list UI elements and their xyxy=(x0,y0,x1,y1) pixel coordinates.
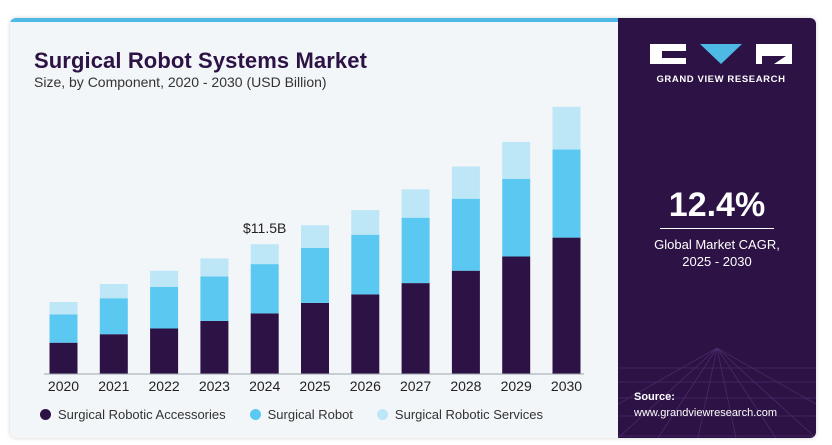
source-label: Source: xyxy=(634,391,675,403)
legend-label-accessories: Surgical Robotic Accessories xyxy=(58,407,226,422)
bar-segment-2030-services xyxy=(552,106,581,150)
x-tick-label-2020: 2020 xyxy=(48,378,79,394)
bar-segment-2025-services xyxy=(301,225,329,248)
bar-segment-2020-robot xyxy=(49,314,78,343)
cagr-label-line2: 2025 - 2030 xyxy=(682,254,752,269)
bar-segment-2028-accessories xyxy=(451,270,480,374)
x-tick-label-2024: 2024 xyxy=(249,378,280,394)
legend-swatch-services xyxy=(376,409,388,420)
legend-label-services: Surgical Robotic Services xyxy=(394,407,544,422)
legend-label-robot: Surgical Robot xyxy=(267,407,353,422)
logo-mark-icon xyxy=(650,44,792,64)
x-tick-label-2023: 2023 xyxy=(199,378,230,394)
chart-subtitle: Size, by Component, 2020 - 2030 (USD Bil… xyxy=(34,74,327,90)
brand-name: GRAND VIEW RESEARCH xyxy=(656,74,786,85)
bar-segment-2024-robot xyxy=(250,264,279,314)
cagr-label: Global Market CAGR, 2025 - 2030 xyxy=(618,236,816,270)
bar-segment-2024-accessories xyxy=(250,313,279,374)
bar-chart: 2020 2021 2022 2023 2024 $11.5B 2025 2026 2027 20… xyxy=(44,106,584,394)
decorative-grid xyxy=(618,348,816,438)
legend-swatch-robot xyxy=(249,409,261,420)
x-tick-label-2022: 2022 xyxy=(149,378,180,394)
bar-segment-2022-services xyxy=(150,270,179,287)
bar-segment-2026-accessories xyxy=(351,294,380,374)
bar-segment-2025-accessories xyxy=(301,302,329,374)
chart-legend: Surgical Robotic Accessories Surgical Ro… xyxy=(40,407,567,422)
bar-segment-2029-robot xyxy=(502,178,531,257)
data-label-2024: $11.5B xyxy=(243,220,286,236)
bar-segment-2025-robot xyxy=(301,248,329,303)
x-tick-label-2021: 2021 xyxy=(98,378,129,394)
bar-segment-2028-robot xyxy=(451,198,480,271)
bar-segment-2021-services xyxy=(99,284,128,299)
bar-segment-2029-accessories xyxy=(502,256,531,374)
bar-segment-2029-services xyxy=(502,141,531,179)
bar-segment-2027-accessories xyxy=(401,283,430,374)
x-tick-label-2030: 2030 xyxy=(551,378,582,394)
x-tick-label-2026: 2026 xyxy=(350,378,381,394)
bar-segment-2021-accessories xyxy=(99,334,128,374)
bar-segment-2022-accessories xyxy=(150,328,179,374)
bar-segment-2020-services xyxy=(49,302,78,315)
bar-segment-2020-accessories xyxy=(49,342,78,374)
chart-panel: Surgical Robot Systems Market Size, by C… xyxy=(10,18,618,438)
bar-segment-2023-robot xyxy=(200,276,229,321)
bar-segment-2026-services xyxy=(351,210,380,235)
bar-segment-2021-robot xyxy=(99,298,128,335)
cagr-value: 12.4% xyxy=(668,186,766,224)
legend-item-services: Surgical Robotic Services xyxy=(376,407,544,422)
infographic-card: Surgical Robot Systems Market Size, by C… xyxy=(10,18,816,438)
legend-item-robot: Surgical Robot xyxy=(249,407,353,422)
bar-segment-2024-services xyxy=(250,244,279,265)
x-tick-label-2028: 2028 xyxy=(450,378,481,394)
bar-segment-2022-robot xyxy=(150,286,179,329)
brand-logo: GRAND VIEW RESEARCH xyxy=(646,42,796,85)
bar-segment-2023-services xyxy=(200,258,229,277)
cagr-divider xyxy=(660,228,774,229)
bar-segment-2023-accessories xyxy=(200,320,229,374)
bar-segment-2030-robot xyxy=(552,149,581,238)
cagr-label-line1: Global Market CAGR, xyxy=(654,237,780,252)
legend-item-accessories: Surgical Robotic Accessories xyxy=(40,407,226,422)
bar-segment-2026-robot xyxy=(351,234,380,295)
bar-segment-2028-services xyxy=(451,166,480,199)
legend-swatch-accessories xyxy=(40,409,51,420)
bar-segment-2030-accessories xyxy=(552,237,581,374)
bar-segment-2027-services xyxy=(401,189,430,218)
x-tick-label-2029: 2029 xyxy=(501,378,532,394)
source-link[interactable]: www.grandviewresearch.com xyxy=(634,407,778,419)
brand-panel: GRAND VIEW RESEARCH 12.4% Global Market … xyxy=(618,18,816,438)
bar-segment-2027-robot xyxy=(401,217,430,284)
x-tick-label-2025: 2025 xyxy=(299,378,330,394)
chart-title: Surgical Robot Systems Market xyxy=(34,48,367,73)
x-tick-label-2027: 2027 xyxy=(400,378,431,394)
